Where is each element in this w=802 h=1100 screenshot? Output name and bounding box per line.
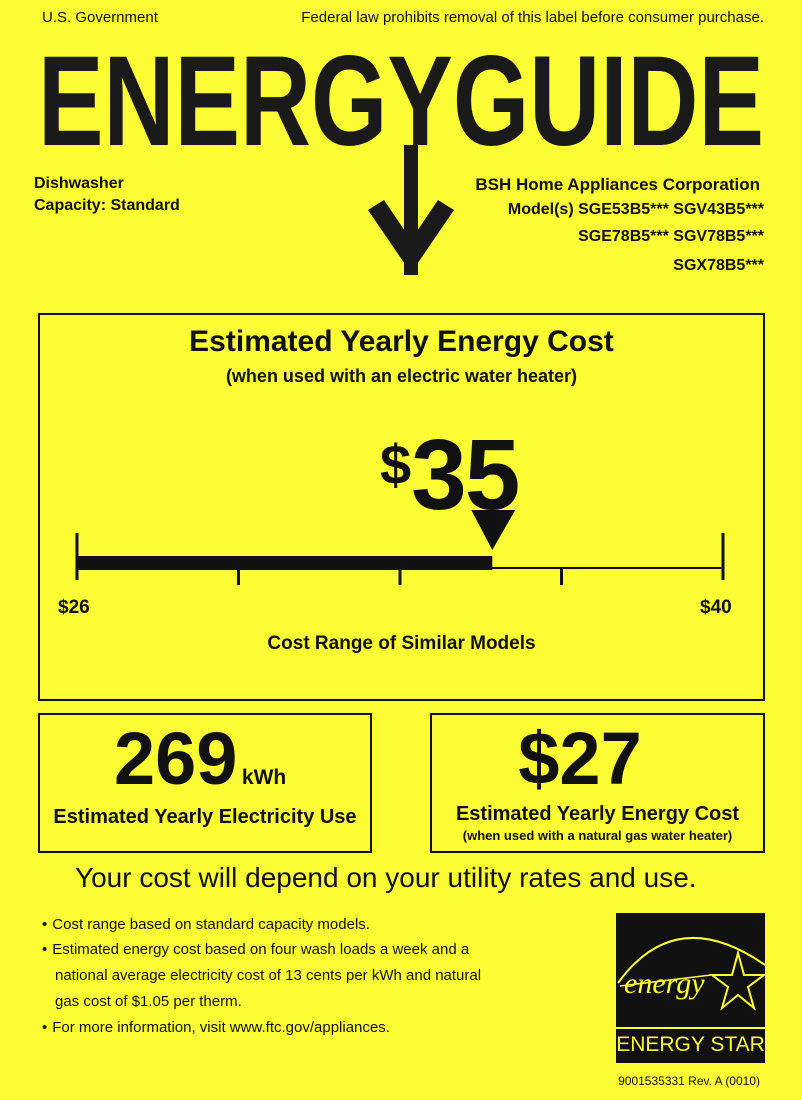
- capacity: Capacity: Standard: [34, 197, 180, 215]
- models-line-3: SGX78B5***: [673, 257, 764, 274]
- cost-symbol: $: [380, 433, 412, 496]
- scale-fill-bar: [77, 556, 493, 570]
- main-cost-subtitle: (when used with an electric water heater…: [225, 366, 578, 386]
- models-line-1: Model(s) SGE53B5*** SGV43B5***: [508, 201, 764, 219]
- energyguide-logo: ENERGYGUIDE: [38, 30, 764, 275]
- models-label: Model(s): [507, 201, 574, 218]
- electricity-label: Estimated Yearly Electricity Use: [53, 806, 357, 828]
- energy-star-label: ENERGY STAR: [616, 1033, 765, 1056]
- note-item: Cost range based on standard capacity mo…: [42, 916, 370, 933]
- gas-cost-label: Estimated Yearly Energy Cost: [455, 803, 740, 825]
- note-item: For more information, visit www.ftc.gov/…: [42, 1019, 390, 1036]
- energyguide-title: ENERGYGUIDE: [38, 30, 764, 173]
- appliance-type: Dishwasher: [34, 175, 124, 192]
- note-item: Estimated energy cost based on four wash…: [42, 941, 469, 958]
- range-max-label: $40: [700, 597, 732, 618]
- kwh-number: 269: [114, 717, 238, 800]
- capacity-value: Standard: [110, 197, 180, 214]
- cost-range-scale: [75, 510, 725, 585]
- range-min-label: $26: [58, 597, 90, 618]
- gas-box: [430, 713, 765, 853]
- main-cost-box: [38, 313, 765, 701]
- main-cost-value: $35: [380, 425, 520, 525]
- arrow-down-icon: [368, 145, 454, 275]
- gas-cost-value: $27: [518, 717, 642, 800]
- electricity-box: [38, 713, 372, 853]
- manufacturer: BSH Home Appliances Corporation: [475, 175, 760, 194]
- main-cost-title: Estimated Yearly Energy Cost: [189, 325, 614, 358]
- models-line-2: SGE78B5*** SGV78B5***: [578, 228, 764, 245]
- footer-code: 9001535331 Rev. A (0010): [618, 1074, 760, 1088]
- electricity-value: 269 kWh: [114, 722, 286, 796]
- capacity-label: Capacity:: [34, 197, 107, 214]
- cost-number: 35: [411, 419, 520, 531]
- federal-law-notice: Federal law prohibits removal of this la…: [301, 9, 764, 26]
- range-caption: Cost Range of Similar Models: [267, 633, 536, 654]
- us-government-label: U.S. Government: [42, 9, 158, 26]
- kwh-unit: kWh: [241, 766, 287, 789]
- gas-cost-sublabel: (when used with a natural gas water heat…: [462, 828, 733, 843]
- energy-star-icon: energy: [617, 936, 765, 1011]
- value-pointer: [471, 510, 516, 550]
- note-item-continued: national average electricity cost of 13 …: [55, 967, 482, 984]
- energy-star-logo: energy ENERGY STAR: [616, 913, 765, 1063]
- disclaimer: Your cost will depend on your utility ra…: [75, 862, 697, 893]
- note-item-continued: gas cost of $1.05 per therm.: [55, 993, 242, 1010]
- models-list-1: SGE53B5*** SGV43B5***: [578, 201, 764, 218]
